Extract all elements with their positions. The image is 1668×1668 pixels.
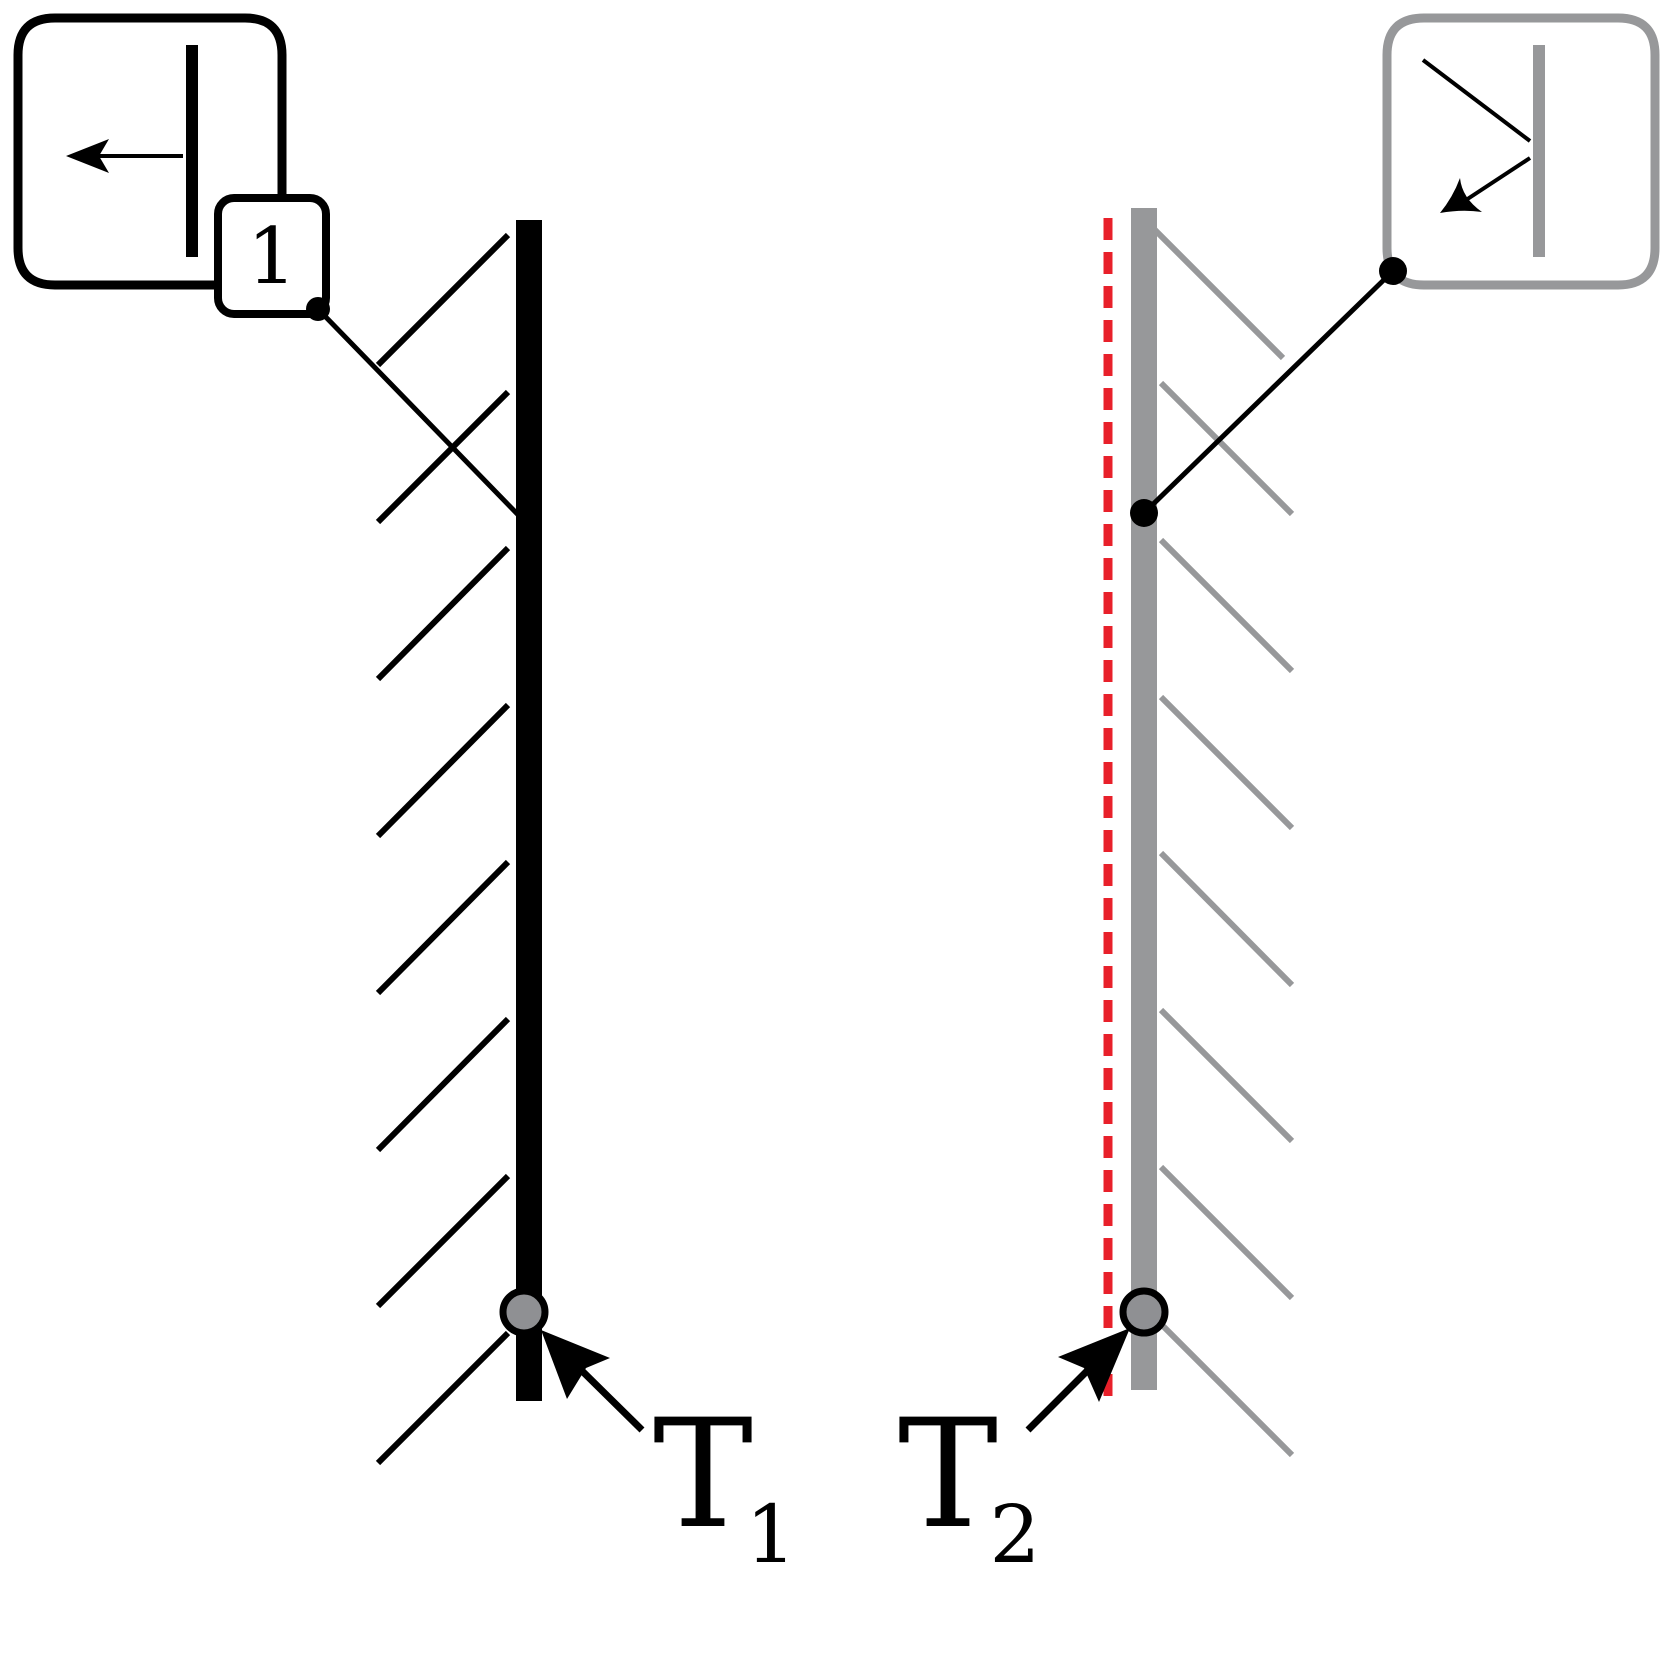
label-t2-subscript: 2 (990, 1488, 1041, 1581)
left-inset-arrow-head (66, 139, 109, 173)
right-hatch-line (1158, 694, 1295, 831)
right-hatch-line (1149, 224, 1286, 361)
right-connector-line (1142, 269, 1395, 515)
right-inset-reflected-ray (1464, 156, 1532, 202)
left-hatch-line (375, 702, 511, 839)
left-inset-frame (13, 13, 287, 290)
label-t1: T 1 (653, 1388, 796, 1581)
tag-label-1: 1 (247, 212, 297, 302)
t1-arrow (541, 1330, 645, 1433)
right-connector (1130, 257, 1407, 527)
left-wall-hatching (375, 232, 511, 1466)
right-hatch-line (1158, 537, 1295, 674)
left-hatch-line (375, 545, 511, 682)
right-hatch-line (1158, 1321, 1295, 1458)
t2-arrow-head (1058, 1328, 1130, 1402)
right-hatch-line (1158, 380, 1295, 517)
right-hatch-line (1158, 1007, 1295, 1144)
left-hatch-line (375, 232, 511, 368)
right-connector-dot-top (1379, 257, 1407, 285)
left-joint (499, 1287, 549, 1337)
tag-box-1: 1 (214, 194, 330, 318)
right-inset-incident-ray (1421, 58, 1532, 143)
left-hatch-line (375, 1016, 511, 1153)
left-hatch-line (375, 1330, 511, 1466)
left-hatch-line (375, 1173, 511, 1309)
right-hatch-line (1158, 1164, 1295, 1301)
right-connector-dot-wall (1130, 499, 1158, 527)
left-wall (375, 220, 542, 1466)
t1-arrow-shaft (570, 1359, 645, 1433)
label-t1-subscript: 1 (746, 1488, 797, 1581)
left-connector-line (316, 307, 531, 528)
right-inset-frame (1382, 13, 1660, 290)
tag-box-frame (214, 194, 330, 318)
label-t2: T 2 (898, 1388, 1040, 1581)
right-hatch-line (1158, 850, 1295, 988)
t1-arrow-head (541, 1330, 610, 1399)
left-connector-dot-wall (517, 514, 541, 538)
label-t1-letter: T (653, 1388, 753, 1562)
t2-arrow (1025, 1328, 1130, 1433)
left-connector (306, 297, 541, 538)
left-hatch-line (375, 859, 511, 996)
right-inset-arrow-head (1440, 178, 1482, 213)
label-t2-letter: T (898, 1388, 998, 1562)
left-hatch-line (375, 389, 511, 525)
left-connector-dot-top (306, 297, 330, 321)
left-inset-box (13, 13, 287, 290)
t2-arrow-shaft (1025, 1359, 1099, 1433)
right-wall-hatching (1149, 224, 1295, 1458)
right-wall (1131, 208, 1295, 1458)
right-joint (1119, 1287, 1169, 1337)
right-inset-box (1382, 13, 1660, 290)
